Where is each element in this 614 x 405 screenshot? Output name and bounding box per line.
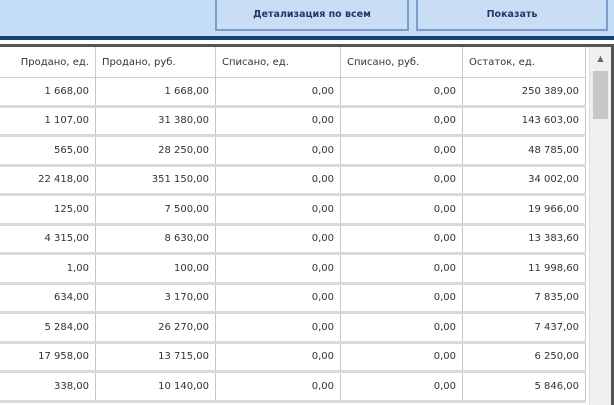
cell-remaining-qty[interactable]: 19 966,00	[463, 196, 586, 223]
cell-sold-rub[interactable]: 28 250,00	[96, 137, 216, 164]
cell-written-off-rub[interactable]: 0,00	[341, 255, 463, 282]
divider	[0, 36, 614, 40]
cell-sold-qty[interactable]: 22 418,00	[0, 166, 96, 193]
cell-written-off-rub[interactable]: 0,00	[341, 107, 463, 134]
cell-sold-qty[interactable]: 125,00	[0, 196, 96, 223]
vertical-scrollbar[interactable]: ▲	[589, 47, 611, 405]
cell-sold-rub[interactable]: 13 715,00	[96, 343, 216, 370]
cell-written-off-rub[interactable]: 0,00	[341, 78, 463, 105]
cell-remaining-qty[interactable]: 34 002,00	[463, 166, 586, 193]
cell-sold-qty[interactable]: 565,00	[0, 137, 96, 164]
table-row[interactable]: 125,00 7 500,00 0,00 0,00 19 966,00	[0, 196, 586, 226]
cell-written-off-qty[interactable]: 0,00	[216, 137, 341, 164]
cell-sold-rub[interactable]: 351 150,00	[96, 166, 216, 193]
cell-written-off-qty[interactable]: 0,00	[216, 166, 341, 193]
cell-remaining-qty[interactable]: 143 603,00	[463, 107, 586, 134]
cell-sold-rub[interactable]: 31 380,00	[96, 107, 216, 134]
cell-sold-qty[interactable]: 1 107,00	[0, 107, 96, 134]
grid-header: Продано, ед. Продано, руб. Списано, ед. …	[0, 47, 586, 78]
cell-sold-qty[interactable]: 634,00	[0, 284, 96, 311]
cell-written-off-qty[interactable]: 0,00	[216, 107, 341, 134]
cell-remaining-qty[interactable]: 11 998,60	[463, 255, 586, 282]
cell-remaining-qty[interactable]: 7 835,00	[463, 284, 586, 311]
data-grid: Продано, ед. Продано, руб. Списано, ед. …	[0, 44, 614, 405]
table-row[interactable]: 5 284,00 26 270,00 0,00 0,00 7 437,00	[0, 314, 586, 344]
table-row[interactable]: 565,00 28 250,00 0,00 0,00 48 785,00	[0, 137, 586, 167]
cell-sold-qty[interactable]: 5 284,00	[0, 314, 96, 341]
cell-written-off-rub[interactable]: 0,00	[341, 373, 463, 400]
cell-remaining-qty[interactable]: 13 383,60	[463, 225, 586, 252]
cell-sold-rub[interactable]: 10 140,00	[96, 373, 216, 400]
cell-written-off-qty[interactable]: 0,00	[216, 314, 341, 341]
cell-sold-rub[interactable]: 8 630,00	[96, 225, 216, 252]
cell-sold-qty[interactable]: 338,00	[0, 373, 96, 400]
cell-written-off-qty[interactable]: 0,00	[216, 225, 341, 252]
cell-written-off-qty[interactable]: 0,00	[216, 373, 341, 400]
cell-sold-rub[interactable]: 26 270,00	[96, 314, 216, 341]
scroll-thumb[interactable]	[593, 71, 608, 119]
cell-written-off-qty[interactable]: 0,00	[216, 78, 341, 105]
cell-remaining-qty[interactable]: 5 846,00	[463, 373, 586, 400]
cell-sold-qty[interactable]: 4 315,00	[0, 225, 96, 252]
cell-written-off-rub[interactable]: 0,00	[341, 225, 463, 252]
toolbar: Детализация по всем Показать	[0, 0, 614, 36]
header-sold-qty[interactable]: Продано, ед.	[0, 47, 96, 77]
scroll-up-icon[interactable]: ▲	[597, 53, 604, 63]
table-row[interactable]: 4 315,00 8 630,00 0,00 0,00 13 383,60	[0, 225, 586, 255]
cell-sold-rub[interactable]: 100,00	[96, 255, 216, 282]
cell-written-off-qty[interactable]: 0,00	[216, 343, 341, 370]
table-row[interactable]: 1,00 100,00 0,00 0,00 11 998,60	[0, 255, 586, 285]
detail-all-button[interactable]: Детализация по всем	[215, 0, 409, 31]
cell-sold-qty[interactable]: 1,00	[0, 255, 96, 282]
header-written-off-qty[interactable]: Списано, ед.	[216, 47, 341, 77]
cell-written-off-rub[interactable]: 0,00	[341, 284, 463, 311]
cell-written-off-rub[interactable]: 0,00	[341, 137, 463, 164]
cell-written-off-qty[interactable]: 0,00	[216, 255, 341, 282]
cell-written-off-rub[interactable]: 0,00	[341, 166, 463, 193]
header-remaining-qty[interactable]: Остаток, ед.	[463, 47, 586, 77]
cell-remaining-qty[interactable]: 48 785,00	[463, 137, 586, 164]
cell-sold-qty[interactable]: 1 668,00	[0, 78, 96, 105]
cell-sold-rub[interactable]: 7 500,00	[96, 196, 216, 223]
header-written-off-rub[interactable]: Списано, руб.	[341, 47, 463, 77]
cell-remaining-qty[interactable]: 250 389,00	[463, 78, 586, 105]
table-row[interactable]: 17 958,00 13 715,00 0,00 0,00 6 250,00	[0, 343, 586, 373]
cell-remaining-qty[interactable]: 6 250,00	[463, 343, 586, 370]
grid-body: 1 668,00 1 668,00 0,00 0,00 250 389,00 1 107,…	[0, 78, 586, 403]
table-row[interactable]: 1 668,00 1 668,00 0,00 0,00 250 389,00	[0, 78, 586, 108]
cell-sold-rub[interactable]: 3 170,00	[96, 284, 216, 311]
cell-written-off-qty[interactable]: 0,00	[216, 284, 341, 311]
cell-remaining-qty[interactable]: 7 437,00	[463, 314, 586, 341]
table-row[interactable]: 634,00 3 170,00 0,00 0,00 7 835,00	[0, 284, 586, 314]
header-sold-rub[interactable]: Продано, руб.	[96, 47, 216, 77]
show-button[interactable]: Показать	[416, 0, 608, 31]
cell-sold-qty[interactable]: 17 958,00	[0, 343, 96, 370]
cell-written-off-rub[interactable]: 0,00	[341, 196, 463, 223]
cell-written-off-qty[interactable]: 0,00	[216, 196, 341, 223]
cell-written-off-rub[interactable]: 0,00	[341, 343, 463, 370]
table-row[interactable]: 22 418,00 351 150,00 0,00 0,00 34 002,00	[0, 166, 586, 196]
table-row[interactable]: 1 107,00 31 380,00 0,00 0,00 143 603,00	[0, 107, 586, 137]
cell-sold-rub[interactable]: 1 668,00	[96, 78, 216, 105]
cell-written-off-rub[interactable]: 0,00	[341, 314, 463, 341]
table-row[interactable]: 338,00 10 140,00 0,00 0,00 5 846,00	[0, 373, 586, 403]
